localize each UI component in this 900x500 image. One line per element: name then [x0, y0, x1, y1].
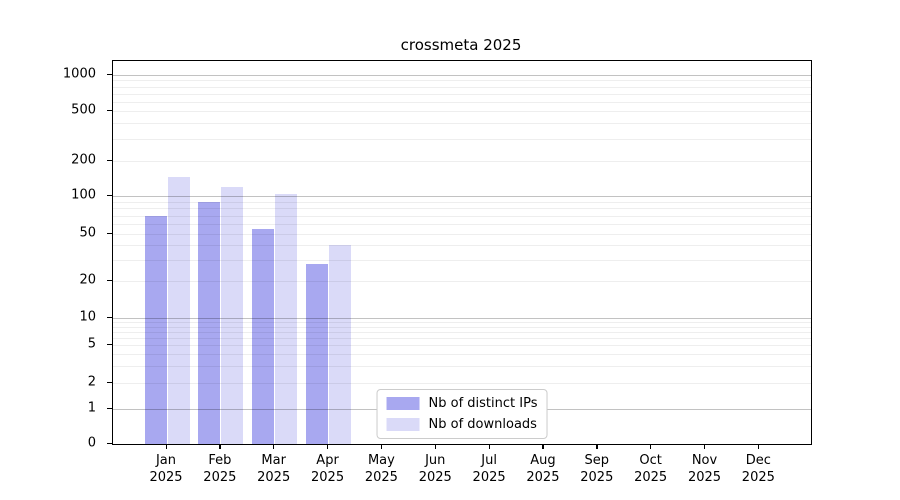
x-tick-mark: [434, 444, 437, 449]
gridline: [113, 101, 811, 103]
x-tick-label-aug: Aug 2025: [526, 453, 560, 485]
y-tick-label: 20: [79, 272, 96, 288]
x-tick-mark: [165, 444, 167, 449]
bar-distinct-ips-2: [252, 228, 275, 444]
bar-downloads-1: [221, 186, 244, 444]
x-tick-mark: [488, 444, 490, 449]
x-tick-label-feb: Feb 2025: [203, 453, 237, 485]
x-tick-label-jul: Jul 2025: [472, 453, 506, 485]
bar-distinct-ips-1: [198, 201, 221, 444]
bar-downloads-2: [275, 193, 298, 444]
gridline: [113, 318, 811, 319]
gridline: [113, 326, 811, 328]
legend-item-downloads: Nb of downloads: [386, 417, 538, 432]
gridline: [113, 224, 811, 225]
chart-title: crossmeta 2025: [400, 36, 522, 54]
gridline: [113, 354, 811, 356]
legend-label-downloads: Nb of downloads: [428, 417, 537, 432]
x-tick-mark: [380, 444, 383, 449]
legend-swatch-distinct-ips: [386, 397, 420, 410]
y-tick-label: 5: [87, 336, 96, 352]
x-tick-mark: [219, 444, 221, 449]
gridline: [113, 161, 811, 162]
y-tick-mark: [107, 109, 112, 111]
gridline: [113, 245, 811, 247]
bar-distinct-ips-3: [306, 263, 329, 444]
plot-area: Nb of distinct IPs Nb of downloads: [112, 60, 812, 445]
y-tick-mark: [107, 381, 112, 383]
bar-downloads-0: [167, 177, 190, 444]
y-tick-label: 2: [87, 374, 96, 390]
gridline: [113, 322, 811, 324]
bars-layer: [113, 61, 811, 444]
x-tick-mark: [650, 444, 652, 449]
x-tick-label-apr: Apr 2025: [311, 453, 345, 485]
x-tick-label-sep: Sep 2025: [580, 453, 614, 485]
gridline: [113, 208, 811, 210]
x-tick-label-oct: Oct 2025: [634, 453, 668, 485]
gridline: [113, 196, 811, 197]
y-tick-mark: [107, 159, 112, 161]
y-tick-label: 1000: [62, 66, 96, 82]
gridline: [113, 281, 811, 282]
bar-distinct-ips-0: [144, 215, 167, 444]
gridline: [113, 366, 811, 368]
gridlines-layer: [113, 61, 811, 444]
gridline: [113, 215, 811, 217]
gridline: [113, 331, 811, 333]
gridline: [113, 345, 811, 346]
y-tick-label: 1: [87, 400, 96, 416]
x-tick-mark: [596, 444, 598, 449]
gridline: [113, 383, 811, 384]
chart-legend: Nb of distinct IPs Nb of downloads: [376, 389, 548, 439]
y-tick-mark: [107, 316, 112, 318]
gridline: [113, 86, 811, 88]
x-tick-mark: [757, 444, 760, 449]
gridline: [113, 93, 811, 95]
x-tick-mark: [542, 444, 544, 449]
gridline: [113, 80, 811, 82]
y-tick-label: 0: [87, 435, 96, 451]
legend-item-distinct-ips: Nb of distinct IPs: [386, 396, 538, 411]
legend-swatch-downloads: [386, 418, 420, 431]
x-tick-label-may: May 2025: [364, 453, 398, 485]
x-tick-label-dec: Dec 2025: [741, 453, 775, 485]
gridline: [113, 337, 811, 339]
y-tick-mark: [107, 73, 112, 75]
gridline: [113, 201, 811, 203]
x-tick-mark: [704, 444, 706, 449]
y-tick-mark: [107, 279, 112, 281]
gridline: [113, 75, 811, 76]
gridline: [113, 260, 811, 262]
y-tick-label: 10: [79, 309, 96, 325]
bar-downloads-3: [329, 245, 352, 444]
gridline: [113, 234, 811, 235]
legend-label-distinct-ips: Nb of distinct IPs: [428, 396, 538, 411]
gridline: [113, 123, 811, 125]
y-tick-mark: [107, 442, 112, 444]
x-tick-label-jan: Jan 2025: [149, 453, 183, 485]
y-tick-label: 200: [71, 152, 96, 168]
gridline: [113, 138, 811, 140]
y-tick-mark: [107, 407, 112, 409]
gridline: [113, 111, 811, 112]
x-tick-label-mar: Mar 2025: [257, 453, 291, 485]
x-tick-mark: [273, 444, 275, 449]
y-tick-label: 50: [79, 225, 96, 241]
y-tick-mark: [107, 194, 112, 196]
y-tick-label: 500: [71, 102, 96, 118]
x-tick-mark: [327, 444, 329, 449]
x-tick-label-jun: Jun 2025: [418, 453, 452, 485]
y-tick-mark: [107, 343, 112, 345]
y-tick-label: 100: [71, 187, 96, 203]
y-tick-mark: [107, 232, 112, 234]
x-tick-label-nov: Nov 2025: [687, 453, 722, 485]
